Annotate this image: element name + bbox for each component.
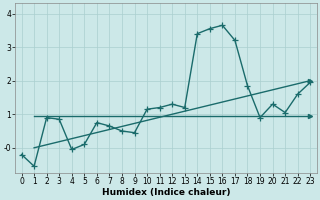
X-axis label: Humidex (Indice chaleur): Humidex (Indice chaleur) [102,188,230,197]
